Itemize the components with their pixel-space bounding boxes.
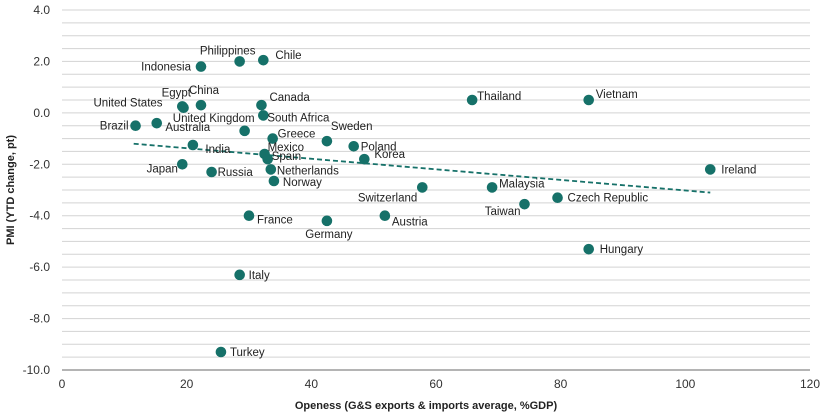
data-point	[239, 125, 250, 137]
y-tick-label: 4.0	[33, 3, 50, 17]
point-label: Chile	[275, 50, 301, 62]
y-axis-title: PMI (YTD change, pt)	[5, 135, 17, 245]
point-label: Russia	[218, 167, 254, 179]
point-label: Hungary	[600, 244, 644, 256]
data-point	[267, 133, 278, 144]
point-label: Philippines	[200, 45, 256, 57]
x-tick-label: 100	[675, 377, 695, 391]
x-tick-label: 40	[305, 377, 319, 391]
data-point	[262, 153, 274, 165]
data-point	[348, 140, 360, 152]
data-point	[195, 61, 207, 72]
point-label: Czech Republic	[568, 193, 649, 205]
x-tick-label: 0	[59, 377, 66, 391]
data-point	[552, 192, 563, 204]
data-point	[187, 139, 199, 151]
data-points	[130, 54, 716, 358]
point-label: Switzerland	[358, 192, 417, 204]
data-point	[379, 210, 391, 222]
point-label: Australia	[165, 122, 210, 134]
data-point	[130, 120, 141, 132]
x-tick-label: 80	[554, 377, 568, 391]
data-point	[321, 135, 333, 147]
point-label: South Africa	[267, 112, 330, 124]
data-point	[258, 110, 269, 121]
data-point	[359, 153, 370, 165]
data-point	[466, 94, 478, 106]
point-label: Taiwan	[485, 206, 521, 218]
data-point	[215, 346, 227, 358]
y-tick-label: 2.0	[33, 54, 50, 68]
point-label: Germany	[305, 229, 353, 241]
data-point	[178, 102, 189, 114]
data-point	[704, 164, 716, 175]
point-label: India	[205, 144, 231, 156]
data-point	[583, 243, 595, 255]
point-label: Japan	[147, 163, 178, 175]
point-label: Sweden	[331, 121, 373, 133]
data-point	[177, 158, 188, 170]
data-point	[234, 56, 245, 67]
data-point	[486, 182, 498, 193]
x-tick-label: 20	[180, 377, 194, 391]
data-point	[206, 166, 217, 178]
data-point	[256, 99, 267, 111]
gridlines	[62, 9, 810, 371]
point-label: Italy	[249, 270, 270, 282]
point-label: Austria	[392, 217, 428, 229]
point-label: Poland	[361, 141, 397, 153]
data-point	[583, 94, 595, 106]
data-point	[234, 269, 245, 281]
point-label: United States	[94, 98, 163, 110]
data-point	[265, 164, 277, 175]
x-axis-title: Openess (G&S exports & imports average, …	[295, 400, 558, 412]
point-label: Greece	[278, 129, 316, 141]
point-label: Brazil	[100, 121, 129, 133]
y-tick-label: 0.0	[33, 106, 50, 120]
data-point	[268, 175, 280, 187]
data-point	[416, 182, 428, 193]
point-label: Norway	[283, 177, 322, 189]
point-label: Malaysia	[499, 178, 545, 190]
x-tick-label: 60	[429, 377, 443, 391]
data-point	[195, 99, 207, 111]
y-tick-label: -10.0	[23, 363, 51, 377]
point-label: Korea	[374, 149, 405, 161]
data-point	[519, 198, 530, 210]
point-label: Spain	[272, 151, 301, 163]
point-label: China	[189, 85, 220, 97]
point-label: Turkey	[230, 347, 265, 359]
data-point	[321, 215, 333, 227]
x-tick-label: 120	[800, 377, 820, 391]
point-label: Mexico	[268, 142, 304, 154]
trendline	[133, 142, 711, 194]
data-point	[243, 210, 255, 222]
point-label: Vietnam	[596, 89, 638, 101]
trendline-layer	[133, 142, 711, 194]
axes: -10.0 -8.0 -6.0 -4.0 -2.0 0.0 2.0 4.0 0 20 40 60 80 1…	[23, 3, 821, 391]
point-label: Indonesia	[141, 62, 191, 74]
point-label: France	[257, 215, 293, 227]
point-label: Ireland	[721, 164, 756, 176]
point-label: Canada	[269, 92, 310, 104]
point-label: Thailand	[477, 91, 521, 103]
y-tick-label: -4.0	[29, 209, 50, 223]
point-label: United Kingdom	[173, 113, 255, 125]
point-label: Netherlands	[277, 165, 339, 177]
y-tick-label: -8.0	[29, 312, 50, 326]
y-tick-label: -2.0	[29, 157, 50, 171]
y-tick-label: -6.0	[29, 260, 50, 274]
point-label: Egypt	[162, 87, 192, 99]
data-point	[151, 117, 163, 129]
data-point	[258, 54, 269, 66]
